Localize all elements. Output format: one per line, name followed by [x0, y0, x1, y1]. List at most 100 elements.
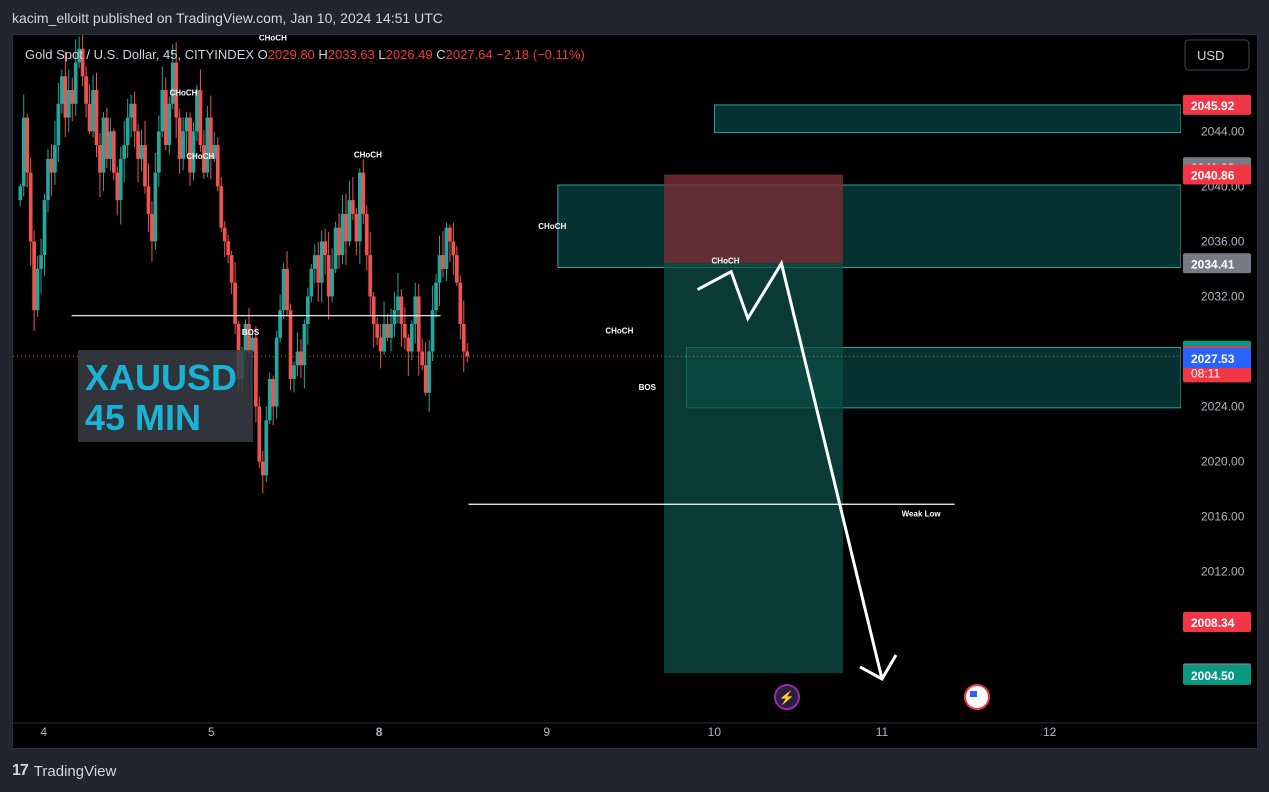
candlestick-chart[interactable]: CHoCH CHoCH CHoCH CHoCH CHoCH CHoCH CHoCH BOS BO…: [13, 35, 1257, 748]
annotation-label: BOS: [242, 328, 260, 337]
price-axis: [1181, 35, 1257, 748]
candle-body: [18, 186, 23, 201]
candle-body: [132, 103, 137, 132]
candle-body: [323, 241, 328, 256]
candle-body: [84, 76, 88, 104]
candle-body: [351, 200, 355, 214]
candle-body: [122, 145, 127, 159]
candle-body: [87, 103, 92, 132]
chart-frame[interactable]: CHoCH CHoCH CHoCH CHoCH CHoCH CHoCH CHoCH BOS BO…: [12, 34, 1258, 749]
candle-body: [396, 296, 400, 311]
candle-body: [70, 90, 75, 104]
c-label: C: [436, 47, 445, 62]
candle-body: [427, 351, 431, 393]
x-tick-label: 10: [708, 725, 722, 739]
candle-body: [378, 337, 383, 352]
zone-target-4: [664, 263, 843, 674]
ohlc-legend: Gold Spot / U.S. Dollar, 45, CITYINDEX O…: [25, 47, 585, 62]
candle-body: [281, 268, 286, 311]
h-label: H: [318, 47, 327, 62]
candle-body: [46, 158, 50, 201]
candle-body: [454, 255, 459, 283]
candle-body: [42, 200, 47, 256]
candle-body: [409, 323, 414, 352]
candle-body: [437, 255, 442, 283]
x-tick-label: 8: [376, 725, 383, 739]
price-label-box: [1183, 347, 1251, 368]
candle-body: [264, 420, 269, 476]
price-label-text: 2027.53: [1191, 352, 1235, 366]
currency-button[interactable]: [1184, 39, 1250, 71]
candle-body: [139, 145, 144, 159]
y-tick-label: 2032.00: [1201, 289, 1245, 303]
projection-arrow: [696, 259, 884, 680]
candle-body: [357, 172, 362, 242]
candle-body: [434, 282, 438, 311]
candle-body: [25, 117, 30, 173]
brand-name: TradingView: [33, 762, 117, 780]
candle-body: [312, 255, 317, 269]
candle-body: [458, 282, 463, 324]
price-label-box: [1183, 164, 1251, 185]
candle-body: [198, 90, 203, 146]
candle-body: [423, 365, 428, 393]
candle-body: [146, 186, 151, 214]
lightning-glyph: ⚡: [779, 690, 795, 706]
y-tick-label: 2024.00: [1201, 400, 1245, 414]
candle-body: [177, 117, 182, 159]
candle-body: [413, 296, 418, 324]
candle-body: [160, 90, 165, 132]
candle-body: [150, 213, 154, 242]
candle-body: [333, 227, 338, 269]
price-label-box: [1183, 612, 1251, 633]
candle-body: [299, 351, 303, 366]
candle-body: [392, 310, 397, 324]
candle-body: [28, 172, 33, 242]
candle-body: [420, 351, 425, 366]
x-tick-label: 9: [543, 725, 550, 739]
candle-body: [465, 351, 470, 357]
candle-body: [319, 241, 324, 283]
candle-body: [59, 76, 64, 104]
l-label: L: [378, 47, 385, 62]
candle-body: [195, 90, 199, 132]
annotation-label: Weak Low: [902, 510, 942, 519]
candle-body: [267, 379, 272, 421]
candle-body: [461, 323, 466, 352]
o-label: O: [258, 47, 268, 62]
y-tick-label: 2020.00: [1201, 455, 1245, 469]
candle-body: [295, 351, 300, 366]
candle-body: [371, 296, 376, 324]
candle-body: [354, 213, 359, 242]
candle-body: [98, 145, 102, 173]
candle-body: [21, 117, 26, 187]
annotation-label: CHoCH: [169, 89, 197, 98]
candle-body: [340, 213, 345, 256]
projection-arrow-head: [859, 654, 898, 681]
candle-body: [129, 103, 133, 118]
candle-body: [260, 461, 265, 476]
candle-body: [118, 158, 123, 201]
price-label-box: [1183, 664, 1251, 685]
candle-body: [250, 337, 255, 352]
candle-body: [80, 48, 85, 77]
close-value: 2027.64: [446, 47, 497, 62]
candle-body: [441, 255, 445, 269]
candle-body: [243, 323, 248, 352]
candle-body: [326, 255, 331, 297]
candle-body: [430, 310, 435, 352]
candle-body: [444, 227, 449, 269]
candle-body: [215, 145, 220, 187]
watermark-timeframe: 45 MIN: [85, 397, 201, 438]
tradingview-footer[interactable]: 17 TradingView: [12, 762, 116, 780]
candle-body: [125, 117, 130, 146]
candle-body: [226, 241, 231, 256]
candle-body: [292, 365, 296, 379]
candle-body: [316, 255, 321, 283]
candle-body: [361, 172, 366, 214]
candle-body: [167, 103, 172, 146]
annotation-label: BOS: [639, 383, 657, 392]
price-label-text: 2008.34: [1191, 616, 1235, 630]
candle-body: [306, 296, 310, 324]
publisher-header: kacim_elloitt published on TradingView.c…: [12, 10, 443, 26]
